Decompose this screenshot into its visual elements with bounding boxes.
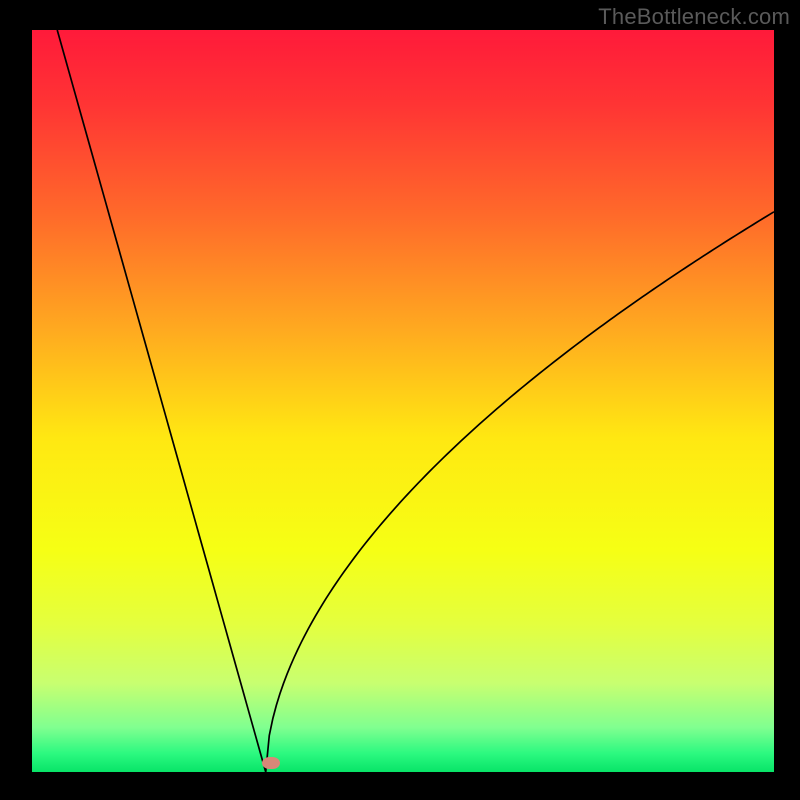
curve-svg: [32, 30, 774, 772]
plot-area: [32, 30, 774, 772]
watermark-text: TheBottleneck.com: [598, 4, 790, 30]
chart-container: TheBottleneck.com: [0, 0, 800, 800]
bottleneck-curve: [57, 30, 774, 772]
minimum-marker: [262, 757, 280, 769]
